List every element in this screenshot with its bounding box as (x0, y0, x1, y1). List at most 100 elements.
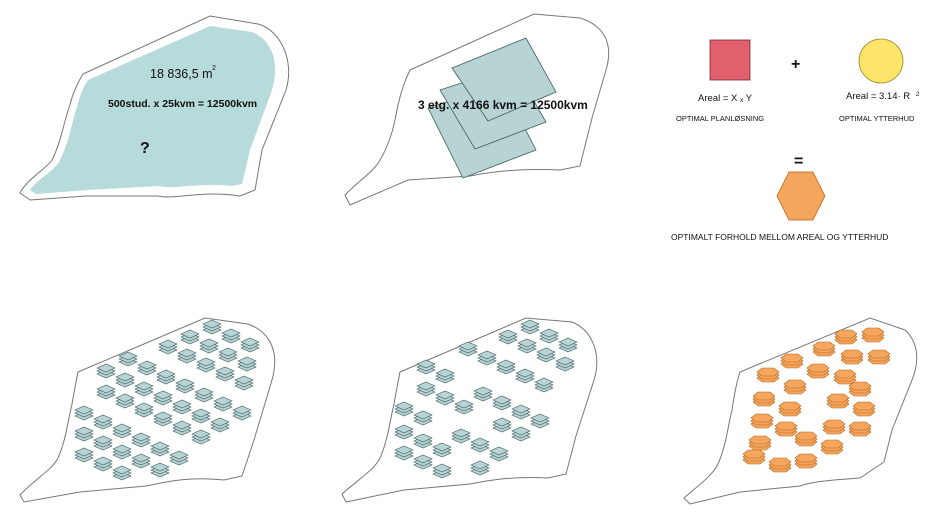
block-plate (492, 395, 512, 405)
building-block-stack (221, 328, 241, 344)
building-block-stack (194, 387, 214, 403)
building-block-stack (413, 410, 433, 426)
block-plate (394, 401, 414, 411)
hexagon-plate (752, 391, 776, 401)
hexagon-plate (742, 449, 766, 459)
building-block-stack (458, 341, 478, 357)
building-block-stack (489, 446, 509, 462)
square-caption: OPTIMAL PLANLØSNING (676, 114, 764, 123)
hexagon-plate (756, 367, 780, 377)
block-plate (150, 441, 170, 451)
hexagon-block-stack (794, 453, 818, 469)
block-plate (93, 435, 113, 445)
building-block-stack (93, 456, 113, 472)
block-plate (451, 428, 471, 438)
block-plate (213, 396, 233, 406)
hexagon-blocks-group (742, 327, 891, 473)
hexagon-plate (861, 327, 885, 337)
hexagon-block-stack (822, 419, 846, 435)
panel-hexagon-grid (683, 317, 918, 505)
building-block-stack (435, 390, 455, 406)
building-block-stack (172, 399, 192, 415)
building-block-stack (492, 417, 512, 433)
block-plate (470, 437, 490, 447)
building-block-stack (180, 329, 200, 345)
building-block-stack (191, 408, 211, 424)
block-plate (413, 410, 433, 420)
block-plate (199, 338, 219, 348)
hexagon-block-stack (820, 439, 844, 455)
block-plate (153, 411, 173, 421)
hexagon-plate (867, 349, 891, 359)
block-plate (234, 375, 254, 385)
floor-calculation-label: 3 etg. x 4166 kvm = 12500kvm (418, 98, 588, 112)
building-block-stack (134, 381, 154, 397)
equals-sign: = (794, 153, 803, 170)
hexagon-block-stack (794, 431, 818, 447)
hexagon-block-stack (852, 401, 876, 417)
block-plate (74, 405, 94, 415)
building-block-stack (416, 359, 436, 375)
block-plate (511, 404, 531, 414)
building-block-stack (118, 351, 138, 367)
panel-square-grid (19, 317, 276, 503)
hexagon-plate (826, 393, 850, 403)
hexagon-block-stack (833, 369, 857, 385)
building-blocks-group-1 (74, 319, 260, 481)
hexagon-plate (783, 379, 807, 389)
building-block-stack (416, 381, 436, 397)
block-plate (118, 351, 138, 361)
building-block-stack (172, 420, 192, 436)
building-block-stack (492, 395, 512, 411)
block-plate (534, 377, 554, 387)
building-block-stack (470, 437, 490, 453)
building-block-stack (112, 465, 132, 481)
block-plate (413, 454, 433, 464)
building-block-stack (215, 366, 235, 382)
plus-sign: + (791, 56, 800, 73)
hexagon-block-stack (756, 367, 780, 383)
square-shape (709, 39, 751, 81)
block-plate (394, 424, 414, 434)
block-plate (416, 359, 436, 369)
building-block-stack (558, 337, 578, 353)
block-plate (115, 393, 135, 403)
hexagon-plate (848, 421, 872, 431)
block-plate (172, 399, 192, 409)
hexagon-plate (806, 363, 830, 373)
hexagon-block-stack (780, 353, 804, 369)
panel-alternative-grid (341, 317, 598, 503)
building-block-stack (115, 393, 135, 409)
block-plate (175, 378, 195, 388)
building-block-stack (515, 368, 535, 384)
block-plate (131, 432, 151, 442)
building-block-stack (137, 360, 157, 376)
block-plate (196, 357, 216, 367)
building-block-stack (435, 368, 455, 384)
block-plate (240, 337, 260, 347)
block-plate (210, 417, 230, 427)
block-plate (520, 319, 540, 329)
building-block-stack (131, 453, 151, 469)
building-block-stack (473, 386, 493, 402)
building-block-stack (196, 357, 216, 373)
block-plate (432, 463, 452, 473)
block-plate (496, 359, 516, 369)
circle-caption: OPTIMAL YTTERHUD (839, 114, 915, 123)
building-block-stack (536, 347, 556, 363)
hexagon-block-stack (840, 349, 864, 365)
hexagon-block-stack (768, 457, 792, 473)
hexagon-block-stack (848, 381, 872, 397)
hexagon-block-stack (778, 401, 802, 417)
hexagon-plate (794, 431, 818, 441)
hexagon-block-stack (806, 363, 830, 379)
hexagon-block-stack (774, 421, 798, 437)
block-plate (530, 413, 550, 423)
site-inner-fill (30, 26, 276, 194)
block-plate (177, 348, 197, 358)
block-plate (112, 423, 132, 433)
circle-formula: Areal = 3.14· R 2 (846, 91, 920, 102)
hexagon-plate (774, 421, 798, 431)
block-plate (96, 384, 116, 394)
block-plate (477, 350, 497, 360)
